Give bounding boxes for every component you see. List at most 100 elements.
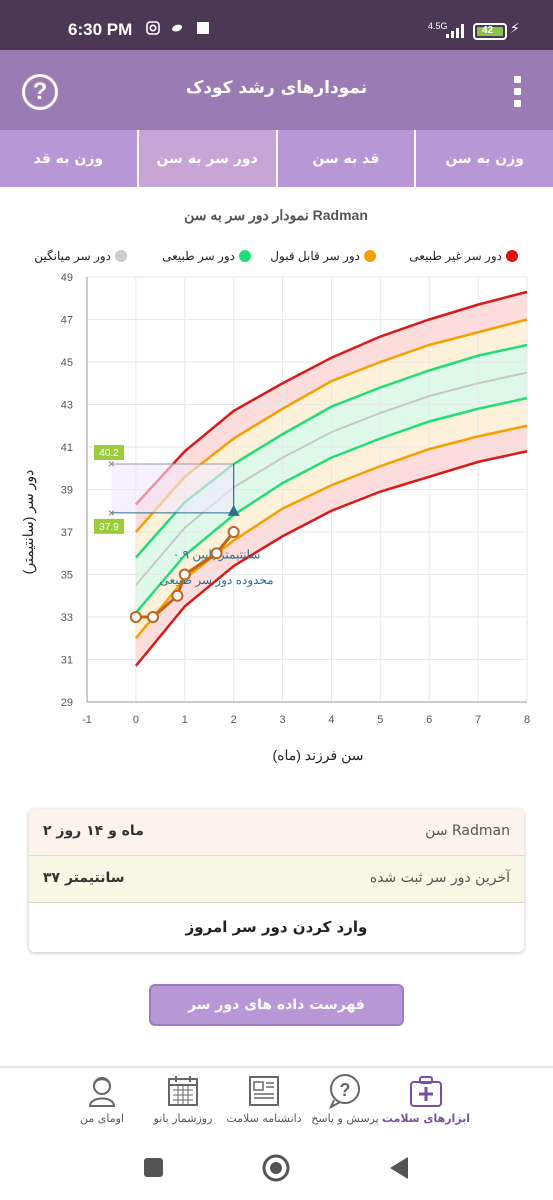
curve-abnormal-lower: [134, 450, 528, 667]
x-tick-label: 0: [133, 714, 139, 726]
legend-marker: [506, 250, 518, 262]
measurement-series: [129, 526, 240, 623]
network-type: 4.5G: [428, 21, 448, 31]
curve-acceptable-lower: [134, 424, 528, 640]
curve-band: [135, 398, 527, 639]
tab-weight-for-height[interactable]: وزن به قد: [33, 150, 104, 167]
x-tick-label: 5: [377, 714, 383, 726]
y-tick-label: 31: [61, 655, 73, 667]
target-high-marker: ×: [108, 457, 115, 471]
nav-label: روزشمار بانو: [153, 1112, 213, 1125]
x-tick-label: 6: [426, 714, 432, 726]
x-tick-label: 4: [328, 714, 334, 726]
nav-health-tools[interactable]: ابزارهای سلامت: [376, 1072, 476, 1125]
x-axis-label: سن فرزند (ماه): [272, 747, 363, 764]
system-nav-bar: [0, 1140, 553, 1200]
svg-text:?: ?: [340, 1080, 351, 1100]
x-tick-label: 8: [524, 714, 530, 726]
x-tick-label: 3: [279, 714, 285, 726]
app-bar: ? نمودارهای رشد کودک: [0, 50, 553, 130]
status-bar: 6:30 PM 4.5G 42 ⚡: [0, 0, 553, 50]
age-row: سن Radman ۲ ماه و ۱۴ روز: [29, 809, 524, 856]
legend-label: دور سر میانگین: [34, 249, 111, 263]
age-value: ۲ ماه و ۱۴ روز: [43, 823, 144, 839]
curve-normal-lower: [134, 396, 528, 614]
measurement-point: [171, 589, 184, 602]
legend-label: دور سر طبیعی: [162, 249, 235, 263]
nav-encyclopedia[interactable]: دانشنامه سلامت: [214, 1072, 314, 1125]
growth-chart: نمودار دور سر به سن Radman دور سر غیر طب…: [20, 207, 530, 764]
nav-questions[interactable]: ? پرسش و پاسخ: [295, 1072, 395, 1125]
target-low-badge: [94, 518, 124, 534]
nav-label: پرسش و پاسخ: [311, 1112, 379, 1125]
square-notification-icon: [197, 22, 209, 34]
nav-profile[interactable]: اومای من: [52, 1072, 152, 1125]
nav-label: دانشنامه سلامت: [226, 1112, 302, 1125]
y-axis-label: دور سر (سانتیمتر): [20, 470, 37, 575]
y-tick-label: 43: [61, 400, 73, 412]
y-tick-label: 49: [61, 272, 73, 284]
status-time: 6:30 PM: [68, 20, 133, 39]
battery-icon: 42: [473, 23, 507, 40]
more-vert-icon[interactable]: [508, 74, 528, 110]
user-avatar-icon: [88, 1077, 116, 1107]
x-tick-label: 2: [231, 714, 237, 726]
data-list-button[interactable]: فهرست داده های دور سر RADMAN: [149, 984, 404, 1051]
curve-median: [135, 371, 528, 586]
measurement-point: [210, 547, 223, 560]
question-circle-icon[interactable]: ?: [22, 74, 58, 110]
info-card: سن Radman ۲ ماه و ۱۴ روز آخرین دور سر ثب…: [29, 809, 524, 952]
instagram-icon: [146, 21, 160, 35]
bottom-nav: ابزارهای سلامت ? پرسش و پاسخ دانشنامه سل…: [0, 1068, 553, 1140]
newspaper-icon: [249, 1076, 279, 1106]
home-icon[interactable]: [262, 1154, 290, 1182]
curve-band: [135, 345, 527, 586]
curve-abnormal-upper: [134, 290, 528, 506]
last-measure-label: آخرین دور سر ثبت شده: [369, 870, 510, 886]
y-tick-label: 47: [61, 315, 73, 327]
target-low-marker: ×: [108, 506, 115, 520]
target-range-box: [111, 464, 234, 513]
target-low-value: 37.9: [99, 522, 119, 533]
x-tick-label: 7: [475, 714, 481, 726]
tab-head-circumference-for-age[interactable]: دور سر به سن: [136, 130, 276, 187]
last-measure-row: آخرین دور سر ثبت شده ۳۷ سانتیمتر: [29, 856, 524, 903]
chart-tabs: وزن به سن قد به سن دور سر به سن وزن به ق…: [0, 130, 553, 187]
recents-icon[interactable]: [140, 1154, 168, 1182]
nav-label: ابزارهای سلامت: [381, 1112, 471, 1125]
y-tick-label: 35: [61, 570, 73, 582]
chart-bands: [135, 291, 527, 666]
calendar-icon: [168, 1076, 198, 1106]
y-tick-label: 37: [61, 527, 73, 539]
tab-weight-for-age[interactable]: وزن به سن: [414, 130, 553, 187]
page-title: نمودارهای رشد کودک: [185, 78, 368, 98]
legend-label: دور سر قابل قبول: [270, 249, 360, 263]
divider: [0, 1066, 553, 1068]
nav-label: اومای من: [80, 1112, 124, 1125]
battery-level: 42: [482, 25, 494, 36]
question-bubble-icon: ?: [328, 1074, 360, 1110]
measurement-point: [178, 568, 191, 581]
curve-band: [135, 425, 527, 666]
nav-calendar[interactable]: روزشمار بانو: [133, 1072, 233, 1125]
measurement-point: [227, 526, 240, 538]
legend-label: دور سر غیر طبیعی: [409, 249, 502, 263]
y-tick-label: 39: [61, 485, 73, 497]
y-tick-label: 33: [61, 612, 73, 624]
x-tick-label: 1: [182, 714, 188, 726]
medical-kit-icon: [410, 1076, 442, 1107]
tab-height-for-age[interactable]: قد به سن: [275, 130, 415, 187]
legend-marker: [364, 250, 376, 262]
signal-icon: [446, 24, 464, 38]
back-icon[interactable]: [386, 1154, 414, 1182]
measurement-point: [129, 611, 142, 623]
chart-title: نمودار دور سر به سن Radman: [184, 207, 368, 224]
measurement-point: [147, 611, 159, 623]
enter-today-button[interactable]: وارد کردن دور سر امروز: [29, 903, 524, 952]
last-measure-value: ۳۷ سانتیمتر: [43, 870, 125, 886]
y-tick-label: 41: [61, 442, 73, 454]
target-high-badge: [94, 445, 124, 460]
chart-legend: دور سر غیر طبیعی دور سر قابل قبول دور سر ط…: [34, 249, 518, 263]
